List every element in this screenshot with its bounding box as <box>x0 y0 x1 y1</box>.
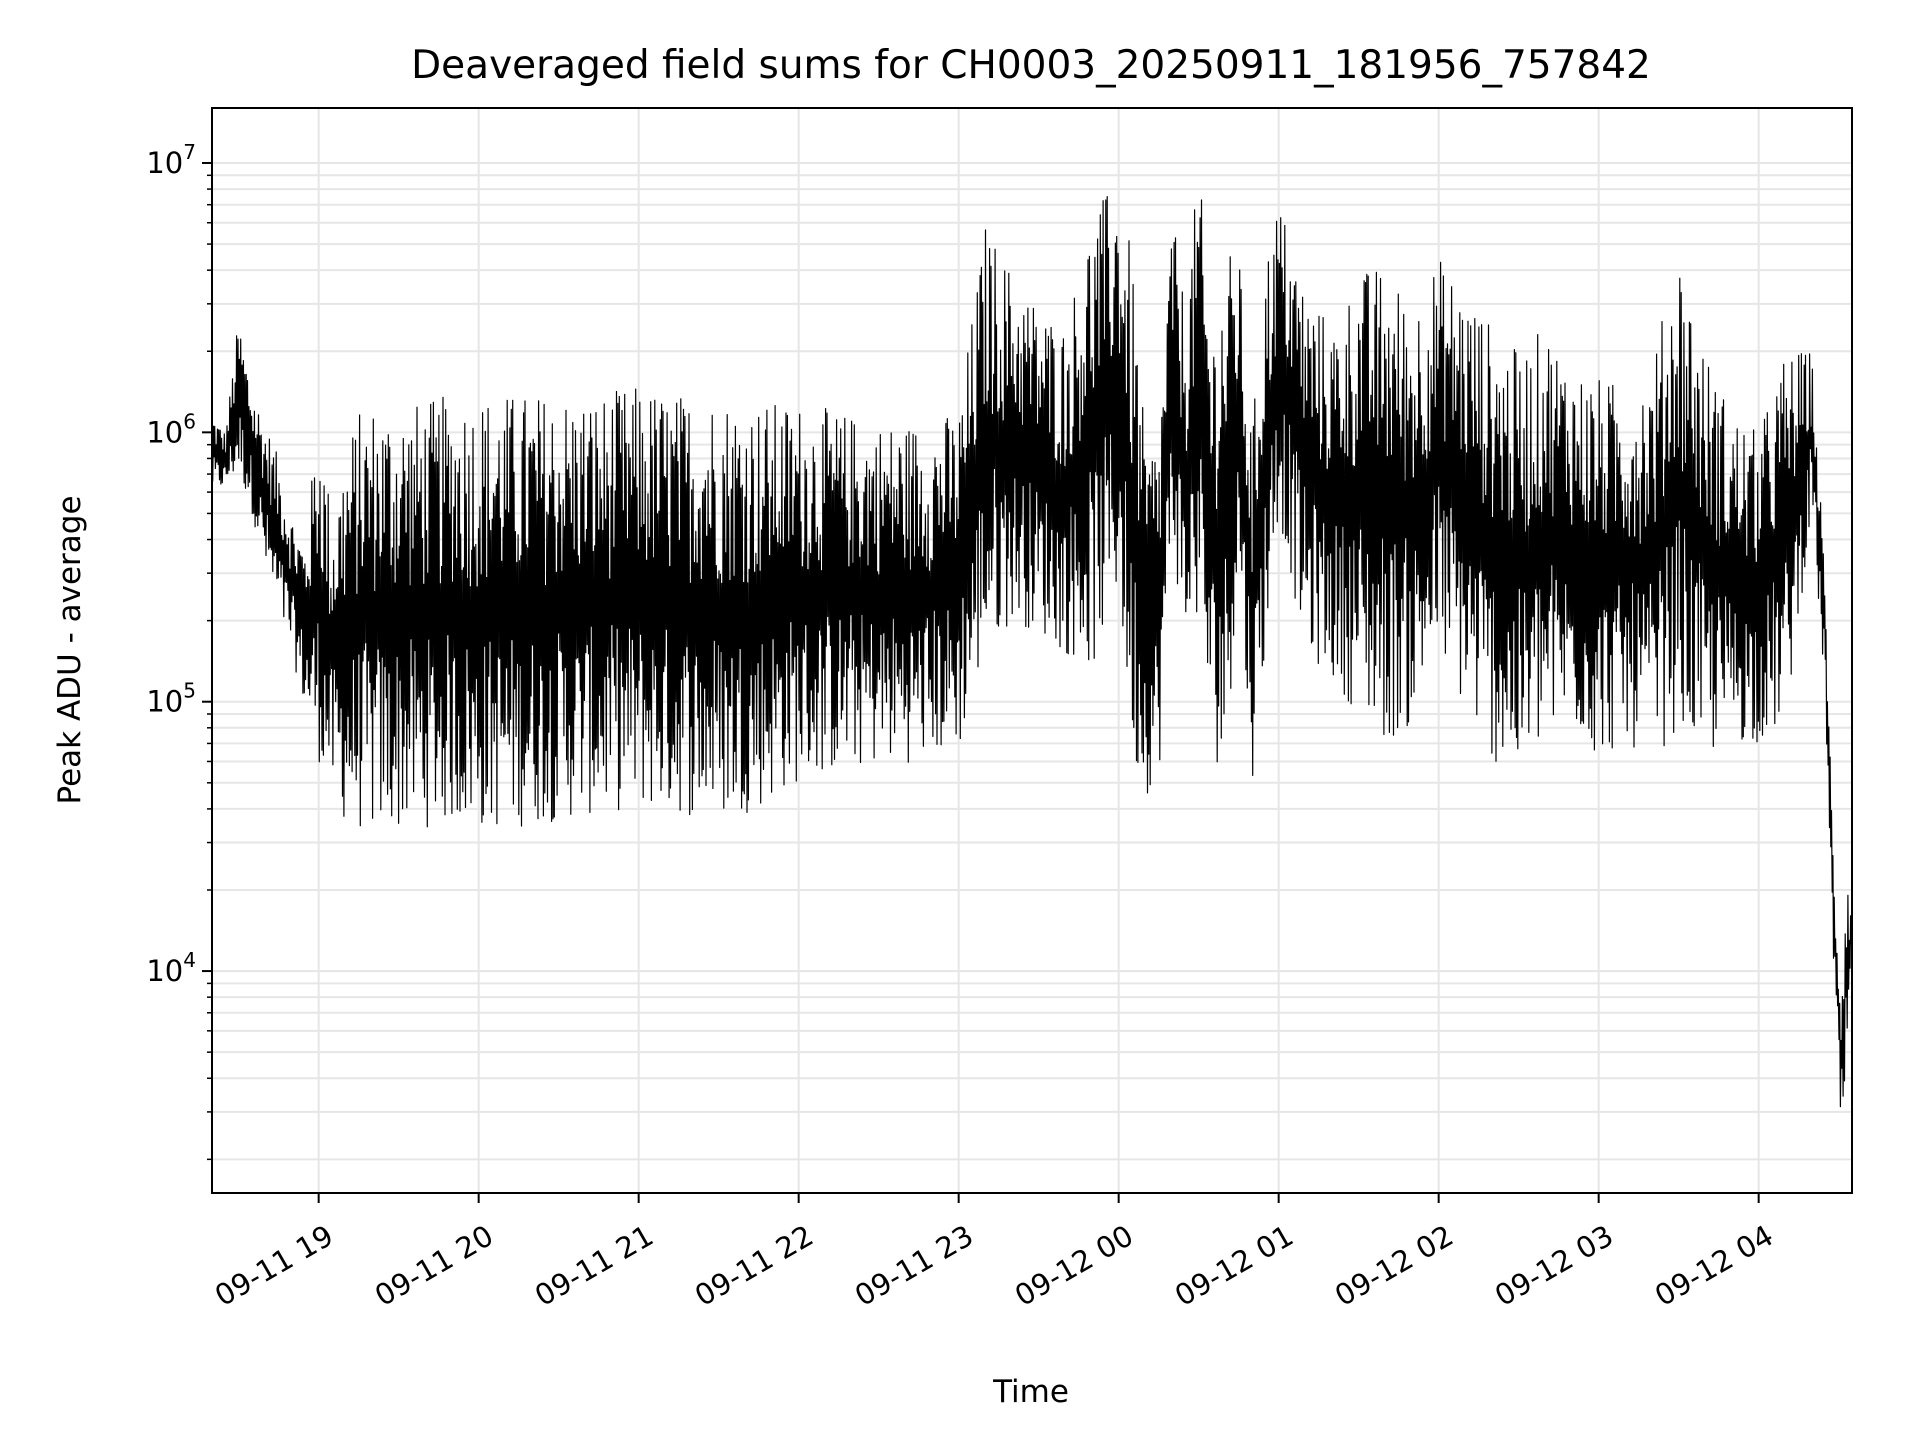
x-tick-label: 09-12 04 <box>1649 1218 1779 1313</box>
x-tick-label: 09-11 23 <box>849 1218 979 1313</box>
chart-title: Deaveraged field sums for CH0003_2025091… <box>411 43 1651 88</box>
x-axis-label: Time <box>992 1374 1069 1410</box>
x-tick-label: 09-11 22 <box>689 1218 819 1313</box>
x-tick-label: 09-11 21 <box>529 1218 659 1313</box>
x-tick-label: 09-12 00 <box>1009 1218 1139 1313</box>
x-axis: 09-11 19 09-11 20 09-11 21 09-11 22 09-11 23… <box>209 1193 1779 1313</box>
x-tick-label: 09-12 03 <box>1489 1218 1619 1313</box>
y-tick-label: 106 <box>146 409 196 449</box>
y-tick-label: 107 <box>146 140 196 180</box>
x-tick-label: 09-11 20 <box>369 1218 499 1313</box>
y-axis-label: Peak ADU - average <box>52 495 88 804</box>
series-path <box>211 196 1853 1108</box>
x-tick-label: 09-11 19 <box>209 1218 339 1313</box>
y-tick-label: 104 <box>146 948 196 988</box>
x-tick-label: 09-12 01 <box>1169 1218 1299 1313</box>
y-axis: 104 105 106 107 <box>146 140 212 1161</box>
y-tick-label: 105 <box>146 679 196 719</box>
plot-frame <box>211 107 1853 1194</box>
x-tick-label: 09-12 02 <box>1329 1218 1459 1313</box>
series-line <box>211 196 1853 1108</box>
